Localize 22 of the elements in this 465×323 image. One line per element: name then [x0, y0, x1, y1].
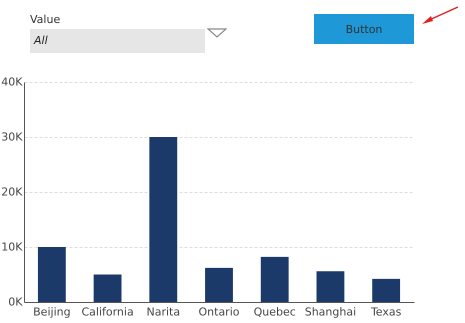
y-tick-label: 20K	[1, 186, 24, 198]
y-tick-label: 10K	[1, 240, 24, 254]
button: Button	[314, 14, 414, 44]
bar	[260, 256, 289, 302]
x-tick-label: Ontario	[198, 306, 240, 318]
dropdown-field: All	[30, 29, 205, 53]
bar	[94, 274, 122, 302]
bar	[316, 271, 344, 302]
y-tick-label: 0K	[8, 296, 24, 308]
x-tick-label: Narita	[146, 306, 180, 318]
x-tick-label: Beijing	[33, 306, 71, 318]
bar	[205, 268, 233, 302]
bar	[372, 278, 400, 302]
x-tick-label: California	[81, 306, 134, 318]
text: Value	[30, 13, 60, 26]
bar	[149, 137, 178, 302]
x-tick-label: Quebec	[254, 306, 296, 318]
y-tick-label: 30K	[1, 130, 24, 144]
y-tick-label: 40K	[1, 76, 24, 88]
bar	[38, 247, 66, 302]
x-tick-label: Shanghai	[304, 306, 356, 318]
x-tick-label: Texas	[370, 306, 402, 318]
